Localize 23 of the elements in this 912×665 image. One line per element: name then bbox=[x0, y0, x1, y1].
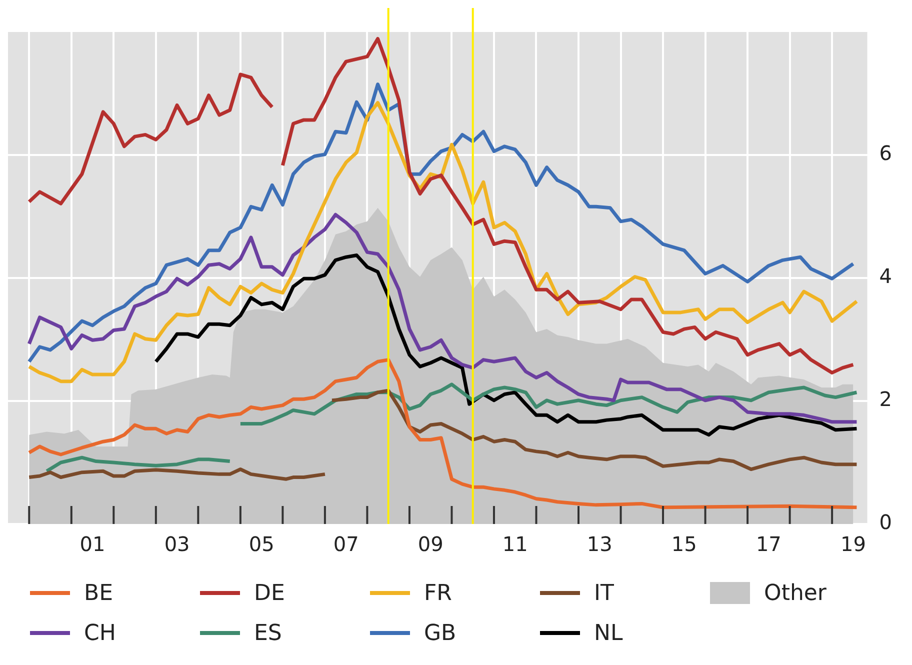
y-tick-label: 0 bbox=[879, 510, 892, 534]
legend-label: BE bbox=[84, 580, 113, 606]
x-tick-label: 01 bbox=[80, 532, 106, 556]
x-tick-label: 19 bbox=[840, 532, 866, 556]
x-tick-label: 17 bbox=[756, 532, 782, 556]
x-tick-label: 11 bbox=[502, 532, 528, 556]
x-tick-label: 05 bbox=[248, 532, 274, 556]
x-tick-label: 03 bbox=[164, 532, 190, 556]
legend-label: ES bbox=[254, 620, 282, 646]
legend-label: FR bbox=[424, 580, 452, 606]
legend-label: IT bbox=[594, 580, 614, 606]
legend-label: GB bbox=[424, 620, 456, 646]
x-tick-label: 07 bbox=[333, 532, 359, 556]
y-tick-label: 2 bbox=[879, 387, 892, 412]
legend-label: NL bbox=[594, 620, 623, 646]
y-tick-label: 6 bbox=[879, 141, 892, 166]
legend-label: Other bbox=[764, 580, 826, 606]
x-tick-label: 09 bbox=[418, 532, 444, 556]
x-tick-label: 13 bbox=[586, 532, 612, 556]
x-tick-label: 15 bbox=[671, 532, 697, 556]
y-tick-label: 4 bbox=[879, 264, 892, 288]
legend-label: CH bbox=[84, 620, 116, 646]
legend-label: DE bbox=[254, 580, 285, 606]
